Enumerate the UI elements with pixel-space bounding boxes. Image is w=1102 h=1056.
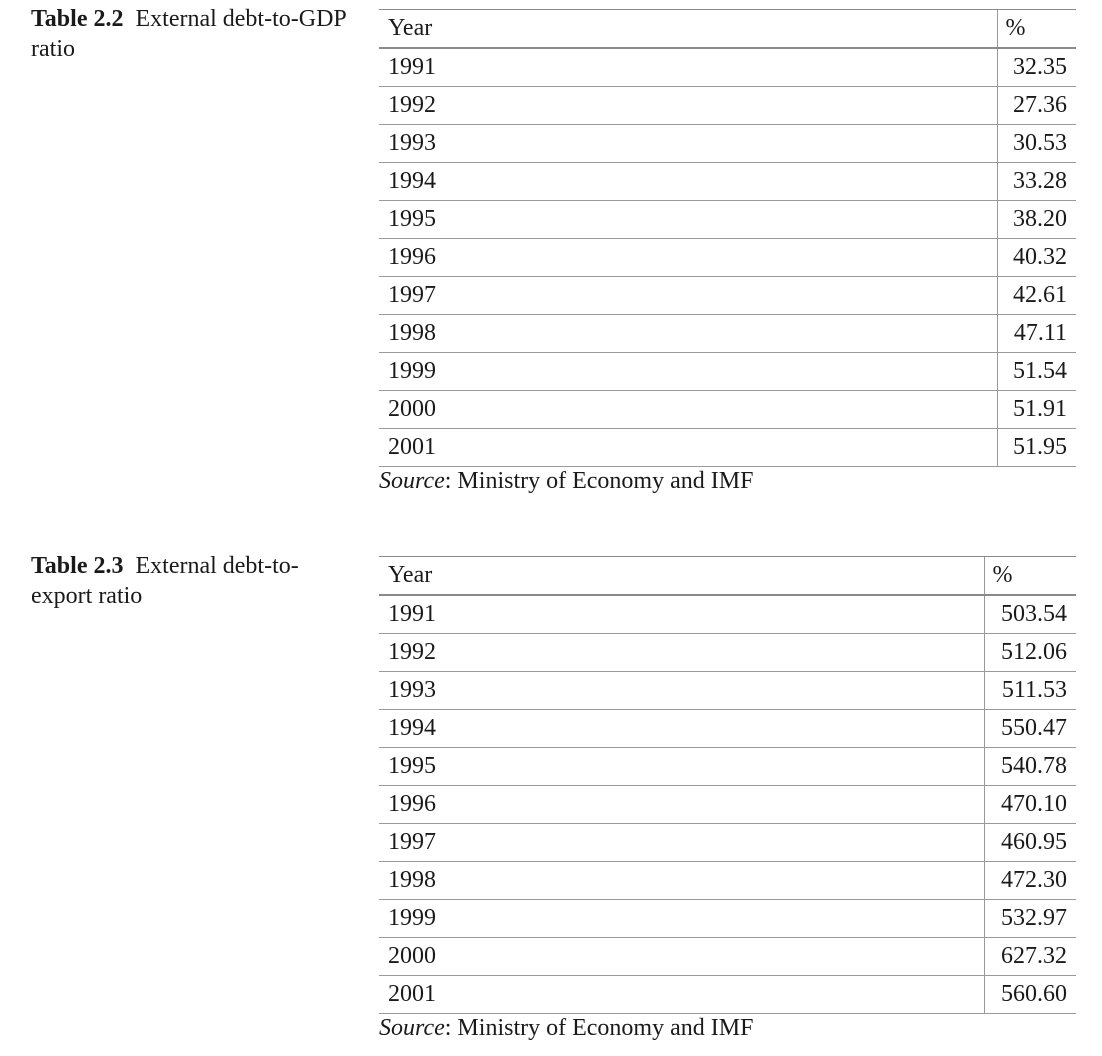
table-label: Table 2.3 [31,553,123,579]
year-cell: 1993 [379,672,984,710]
value-cell: 511.53 [984,672,1076,710]
column-header-percent: % [997,10,1076,49]
source-label: Source [379,1015,445,1041]
table-row: 2000 627.32 [379,938,1076,976]
table-caption: Table 2.3 External debt-to-export ratio [31,551,351,611]
year-cell: 1998 [379,862,984,900]
table-header-row: Year % [379,557,1076,596]
value-cell: 470.10 [984,786,1076,824]
table-source-note: Source: Ministry of Economy and IMF [379,1014,753,1042]
year-cell: 2000 [379,391,997,429]
value-cell: 32.35 [997,48,1076,87]
value-cell: 627.32 [984,938,1076,976]
value-cell: 42.61 [997,277,1076,315]
value-cell: 27.36 [997,87,1076,125]
value-cell: 47.11 [997,315,1076,353]
source-label: Source [379,468,445,494]
table-caption: Table 2.2 External debt-to-GDP ratio [31,4,351,64]
source-text: : Ministry of Economy and IMF [445,1015,754,1041]
table-row: 2000 51.91 [379,391,1076,429]
table-label: Table 2.2 [31,6,123,32]
table-row: 1997 460.95 [379,824,1076,862]
year-cell: 1999 [379,353,997,391]
value-cell: 550.47 [984,710,1076,748]
value-cell: 560.60 [984,976,1076,1014]
year-cell: 1997 [379,277,997,315]
value-cell: 503.54 [984,595,1076,634]
table-row: 1996 470.10 [379,786,1076,824]
table-row: 1996 40.32 [379,239,1076,277]
table-row: 2001 560.60 [379,976,1076,1014]
table-row: 1993 511.53 [379,672,1076,710]
table-row: 1992 512.06 [379,634,1076,672]
table-row: 1999 532.97 [379,900,1076,938]
table-header-row: Year % [379,10,1076,49]
table-row: 1995 38.20 [379,201,1076,239]
value-cell: 51.95 [997,429,1076,467]
year-cell: 1998 [379,315,997,353]
table-row: 1995 540.78 [379,748,1076,786]
value-cell: 38.20 [997,201,1076,239]
value-cell: 33.28 [997,163,1076,201]
year-cell: 1992 [379,634,984,672]
year-cell: 1991 [379,48,997,87]
table-row: 1998 47.11 [379,315,1076,353]
year-cell: 1993 [379,125,997,163]
year-cell: 1996 [379,786,984,824]
year-cell: 1995 [379,201,997,239]
table-row: 2001 51.95 [379,429,1076,467]
year-cell: 1999 [379,900,984,938]
year-cell: 2001 [379,429,997,467]
year-cell: 2001 [379,976,984,1014]
value-cell: 40.32 [997,239,1076,277]
data-table: Year % 1991 503.54 1992 512.06 1993 511.53 … [379,556,1076,1014]
column-header-percent: % [984,557,1076,596]
value-cell: 51.91 [997,391,1076,429]
year-cell: 1995 [379,748,984,786]
table-row: 1994 550.47 [379,710,1076,748]
value-cell: 540.78 [984,748,1076,786]
table-row: 1992 27.36 [379,87,1076,125]
year-cell: 1996 [379,239,997,277]
value-cell: 512.06 [984,634,1076,672]
table-row: 1997 42.61 [379,277,1076,315]
year-cell: 1991 [379,595,984,634]
year-cell: 1994 [379,163,997,201]
column-header-year: Year [379,10,997,49]
table-row: 1993 30.53 [379,125,1076,163]
year-cell: 1992 [379,87,997,125]
value-cell: 30.53 [997,125,1076,163]
table-row: 1991 32.35 [379,48,1076,87]
table-row: 1994 33.28 [379,163,1076,201]
value-cell: 460.95 [984,824,1076,862]
value-cell: 51.54 [997,353,1076,391]
table-row: 1998 472.30 [379,862,1076,900]
value-cell: 532.97 [984,900,1076,938]
source-text: : Ministry of Economy and IMF [445,468,754,494]
year-cell: 2000 [379,938,984,976]
table-source-note: Source: Ministry of Economy and IMF [379,467,753,495]
column-header-year: Year [379,557,984,596]
data-table: Year % 1991 32.35 1992 27.36 1993 30.53 199… [379,9,1076,467]
year-cell: 1994 [379,710,984,748]
year-cell: 1997 [379,824,984,862]
table-row: 1991 503.54 [379,595,1076,634]
table-row: 1999 51.54 [379,353,1076,391]
value-cell: 472.30 [984,862,1076,900]
